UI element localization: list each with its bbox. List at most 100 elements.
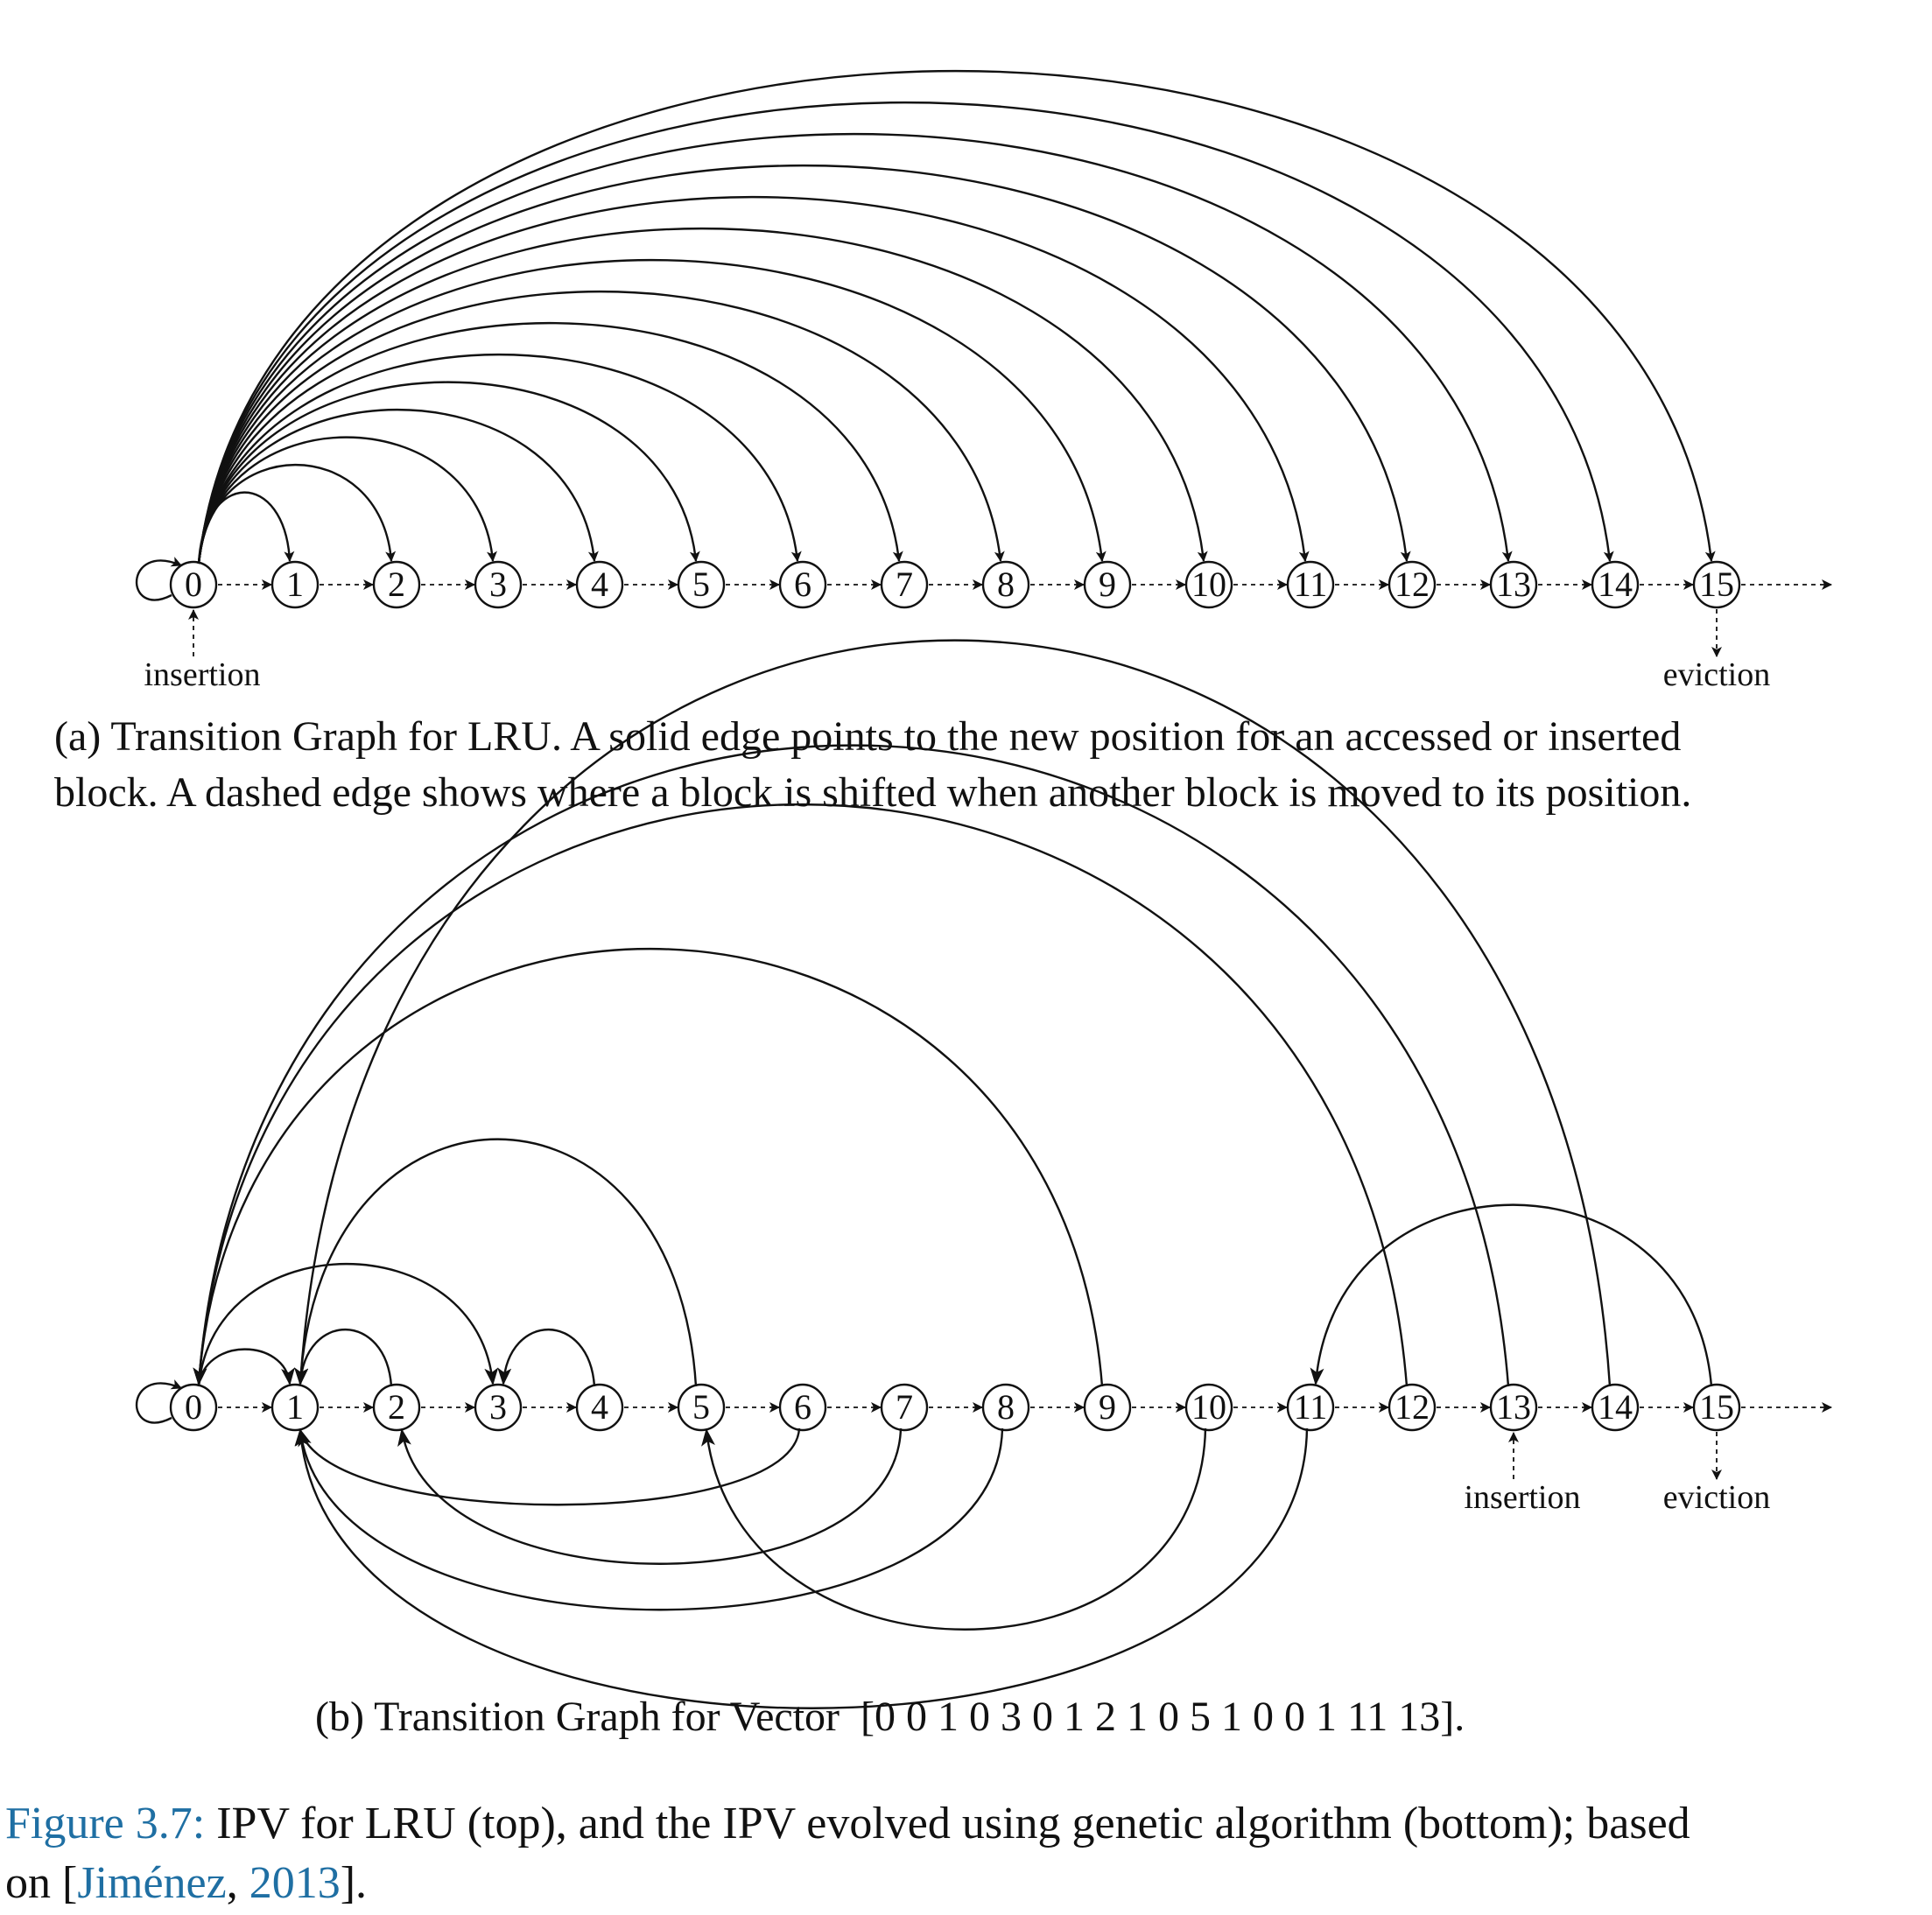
a-node-5: 5 (677, 560, 726, 609)
a-node-circle-4 (575, 560, 624, 609)
caption-a-line2: block. A dashed edge shows where a block… (54, 769, 1692, 816)
figure-caption-line2: on [Jiménez, 2013]. (5, 1854, 1690, 1913)
a-node-0: 0 (169, 560, 218, 609)
a-node-label-9: 9 (1099, 565, 1116, 604)
a-edge-0-8 (197, 291, 1005, 565)
a-edge-0-6 (197, 353, 802, 565)
a-node-label-12: 12 (1395, 565, 1430, 604)
b-edge-4-3 (497, 1329, 596, 1387)
b-node-4: 4 (575, 1383, 624, 1432)
a-node-3: 3 (474, 560, 523, 609)
a-node-12: 12 (1388, 560, 1437, 609)
a-node-label-13: 13 (1496, 565, 1531, 604)
a-node-4: 4 (575, 560, 624, 609)
a-node-label-1: 1 (286, 565, 304, 604)
a-node-label-2: 2 (388, 565, 405, 604)
citation-author-link[interactable]: Jiménez (77, 1858, 227, 1908)
a-node-circle-6 (778, 560, 827, 609)
a-node-circle-13 (1489, 560, 1538, 609)
b-edge-5-1 (294, 1138, 698, 1387)
b-node-label-10: 10 (1191, 1387, 1226, 1427)
b-node-9: 9 (1083, 1383, 1132, 1432)
b-node-label-3: 3 (489, 1387, 507, 1427)
a-node-label-11: 11 (1294, 565, 1328, 604)
b-node-circle-4 (575, 1383, 624, 1432)
b-node-circle-2 (372, 1383, 421, 1432)
cite-open: on [ (5, 1858, 78, 1908)
b-node-label-12: 12 (1395, 1387, 1430, 1427)
a-edge-0-12 (197, 164, 1411, 565)
b-node-3: 3 (474, 1383, 523, 1432)
b-eviction-label: eviction (1663, 1479, 1770, 1516)
b-self-loop-0 (135, 1379, 182, 1424)
figure-label: Figure 3.7: (5, 1799, 206, 1848)
a-self-loop-0 (135, 557, 182, 601)
a-node-circle-14 (1591, 560, 1640, 609)
b-node-10: 10 (1184, 1383, 1233, 1432)
b-node-circle-12 (1388, 1383, 1437, 1432)
b-node-circle-5 (677, 1383, 726, 1432)
b-edge-7-2 (397, 1427, 903, 1565)
b-node-label-8: 8 (997, 1387, 1015, 1427)
b-edge-12-0 (193, 803, 1409, 1387)
caption-a: (a) Transition Graph for LRU. A solid ed… (54, 709, 1691, 821)
b-node-circle-14 (1591, 1383, 1640, 1432)
b-node-8: 8 (981, 1383, 1030, 1432)
b-node-6: 6 (778, 1383, 827, 1432)
b-node-circle-7 (880, 1383, 929, 1432)
b-node-circle-8 (981, 1383, 1030, 1432)
caption-b-vector: [0 0 1 0 3 0 1 2 1 0 5 1 0 0 1 11 13]. (861, 1694, 1465, 1740)
b-node-15: 15 (1692, 1383, 1741, 1432)
b-node-12: 12 (1388, 1383, 1437, 1432)
b-node-circle-9 (1083, 1383, 1132, 1432)
b-node-label-0: 0 (185, 1387, 202, 1427)
a-node-1: 1 (270, 560, 320, 609)
a-node-label-3: 3 (489, 565, 507, 604)
a-edge-0-3 (197, 436, 497, 565)
b-node-7: 7 (880, 1383, 929, 1432)
b-node-0: 0 (169, 1383, 218, 1432)
a-node-label-5: 5 (692, 565, 710, 604)
b-insertion-label: insertion (1465, 1479, 1581, 1516)
b-edge-14-1 (294, 639, 1612, 1387)
a-node-label-10: 10 (1191, 565, 1226, 604)
a-node-circle-7 (880, 560, 929, 609)
b-node-14: 14 (1591, 1383, 1640, 1432)
a-node-14: 14 (1591, 560, 1640, 609)
b-node-label-4: 4 (591, 1387, 608, 1427)
b-edge-13-0 (193, 744, 1510, 1387)
b-node-label-11: 11 (1294, 1387, 1328, 1427)
b-edge-9-0 (193, 947, 1104, 1387)
a-edge-0-14 (197, 101, 1614, 565)
a-node-8: 8 (981, 560, 1030, 609)
a-node-13: 13 (1489, 560, 1538, 609)
b-node-label-13: 13 (1496, 1387, 1531, 1427)
a-node-circle-8 (981, 560, 1030, 609)
a-node-circle-10 (1184, 560, 1233, 609)
a-node-9: 9 (1083, 560, 1132, 609)
a-edge-0-9 (197, 258, 1107, 565)
a-node-7: 7 (880, 560, 929, 609)
a-node-label-8: 8 (997, 565, 1015, 604)
a-node-circle-3 (474, 560, 523, 609)
b-edge-11-1 (294, 1427, 1309, 1709)
citation-year-link[interactable]: 2013 (249, 1858, 341, 1908)
a-node-11: 11 (1286, 560, 1335, 609)
b-edge-2-1 (294, 1329, 393, 1387)
a-eviction-label: eviction (1663, 656, 1770, 693)
a-node-label-6: 6 (794, 565, 811, 604)
caption-b: (b) Transition Graph for Vector [0 0 1 0… (315, 1689, 1465, 1745)
b-node-13: 13 (1489, 1383, 1538, 1432)
a-edge-0-11 (197, 195, 1310, 565)
b-node-2: 2 (372, 1383, 421, 1432)
b-edge-0-1 (197, 1348, 295, 1387)
caption-a-line1: (a) Transition Graph for LRU. A solid ed… (54, 713, 1682, 760)
b-node-circle-13 (1489, 1383, 1538, 1432)
b-node-11: 11 (1286, 1383, 1335, 1432)
b-node-label-9: 9 (1099, 1387, 1116, 1427)
a-node-10: 10 (1184, 560, 1233, 609)
a-node-circle-1 (270, 560, 320, 609)
a-node-label-7: 7 (896, 565, 913, 604)
a-node-circle-5 (677, 560, 726, 609)
